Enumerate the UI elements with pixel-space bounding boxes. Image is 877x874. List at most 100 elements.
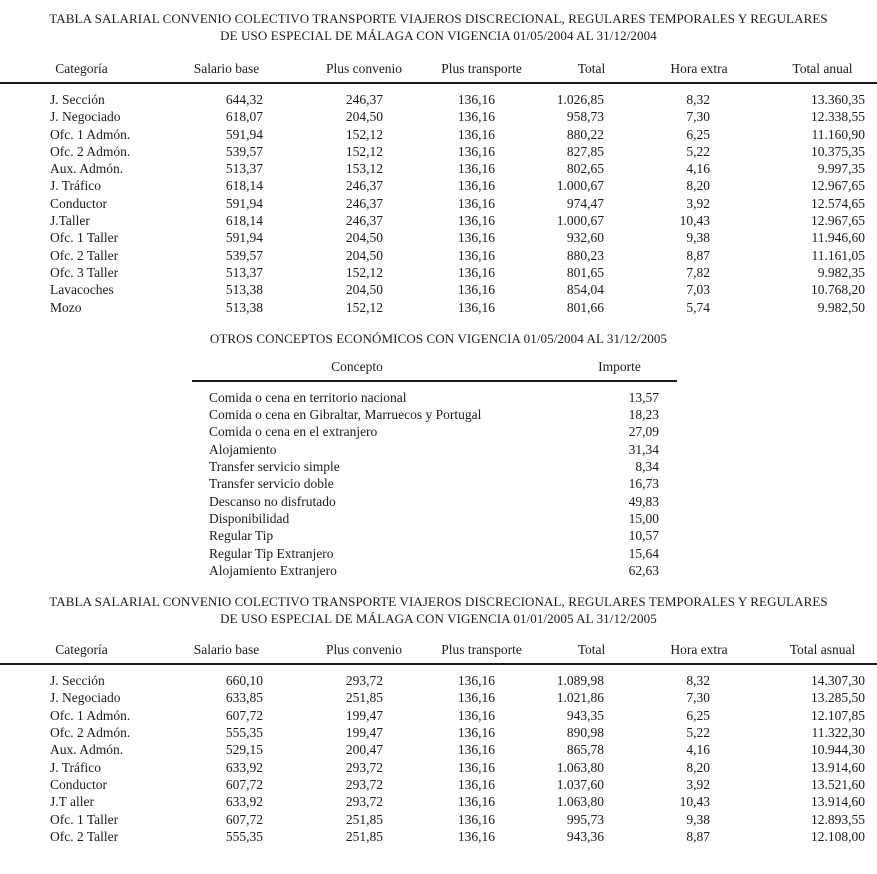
value-cell: 607,72 bbox=[225, 811, 263, 827]
value-cell: 1.063,80 bbox=[556, 794, 604, 810]
value-cell: 152,12 bbox=[345, 264, 383, 280]
table-row: J. Sección 660,10 293,72 136,16 1.089,98 8,32… bbox=[0, 664, 877, 689]
label-cell: Disponibilidad bbox=[209, 510, 290, 526]
label-cell: Descanso no disfrutado bbox=[209, 493, 336, 509]
value-cell: 854,04 bbox=[566, 282, 604, 298]
value-cell: 136,16 bbox=[457, 299, 495, 315]
value-cell: 152,12 bbox=[345, 299, 383, 315]
table-row: J. Negociado 633,85 251,85 136,16 1.021,86 7,… bbox=[0, 689, 877, 706]
value-cell: 62,63 bbox=[628, 562, 659, 578]
value-cell: 136,16 bbox=[457, 126, 495, 142]
table-row: J.T aller 633,92 293,72 136,16 1.063,80 10,43… bbox=[0, 793, 877, 810]
salary-table-2005-body: J. Sección 660,10 293,72 136,16 1.089,98 8,32… bbox=[0, 664, 877, 845]
value-cell: 8,32 bbox=[686, 92, 710, 107]
table1-title: TABLA SALARIAL CONVENIO COLECTIVO TRANSP… bbox=[0, 10, 877, 44]
value-cell: 607,72 bbox=[225, 707, 263, 723]
value-cell: 11.160,90 bbox=[811, 126, 866, 142]
document-page: TABLA SALARIAL CONVENIO COLECTIVO TRANSP… bbox=[0, 10, 877, 845]
value-cell: 10.375,35 bbox=[811, 143, 865, 159]
table1-title-line2: DE USO ESPECIAL DE MÁLAGA CON VIGENCIA 0… bbox=[220, 28, 657, 43]
value-cell: 555,35 bbox=[225, 725, 263, 741]
table-row: Lavacoches 513,38 204,50 136,16 854,04 7,03 10… bbox=[0, 281, 877, 298]
value-cell: 136,16 bbox=[457, 247, 495, 263]
label-cell: Aux. Admón. bbox=[50, 742, 124, 758]
otros-conceptos-body: Comida o cena en territorio nacional 13,5… bbox=[192, 381, 677, 579]
table-row: Comida o cena en el extranjero 27,09 bbox=[192, 423, 677, 440]
label-cell: Ofc. 2 Taller bbox=[50, 828, 119, 844]
value-cell: 827,85 bbox=[566, 143, 604, 159]
value-cell: 5,22 bbox=[686, 143, 710, 159]
label-cell: J. Tráfico bbox=[50, 178, 102, 194]
value-cell: 10,43 bbox=[679, 794, 710, 810]
salary-table-2004-body: J. Sección 644,32 246,37 136,16 1.026,85 8,32… bbox=[0, 83, 877, 316]
label-cell: J. Tráfico bbox=[50, 759, 102, 775]
value-cell: 555,35 bbox=[225, 828, 263, 844]
column-header: Total asnual bbox=[754, 633, 877, 666]
label-cell: Comida o cena en Gibraltar, Marruecos y … bbox=[209, 407, 482, 423]
value-cell: 618,07 bbox=[225, 109, 263, 125]
table-row: Aux. Admón. 529,15 200,47 136,16 865,78 4,16 1… bbox=[0, 741, 877, 758]
label-cell: J. Negociado bbox=[50, 109, 121, 125]
header-row: Categoría Salario base Plus convenio Plus t… bbox=[0, 52, 877, 84]
label-cell: Ofc. 1 Taller bbox=[50, 230, 119, 246]
label-cell: Aux. Admón. bbox=[50, 161, 124, 177]
label-cell: Transfer servicio simple bbox=[209, 459, 340, 475]
label-cell: Lavacoches bbox=[50, 282, 114, 298]
value-cell: 136,16 bbox=[457, 742, 495, 758]
value-cell: 8,32 bbox=[686, 673, 710, 689]
value-cell: 204,50 bbox=[345, 109, 383, 125]
value-cell: 9.997,35 bbox=[817, 161, 865, 177]
value-cell: 932,60 bbox=[566, 230, 604, 246]
value-cell: 136,16 bbox=[457, 725, 495, 741]
table-row: J. Tráfico 618,14 246,37 136,16 1.000,67 8,20… bbox=[0, 177, 877, 194]
value-cell: 9,38 bbox=[686, 811, 710, 827]
value-cell: 880,22 bbox=[566, 126, 604, 142]
value-cell: 513,37 bbox=[225, 161, 263, 177]
value-cell: 15,64 bbox=[628, 545, 659, 561]
table-row: Transfer servicio doble 16,73 bbox=[192, 475, 677, 492]
value-cell: 12.967,65 bbox=[811, 178, 865, 194]
value-cell: 591,94 bbox=[225, 195, 263, 211]
value-cell: 6,25 bbox=[686, 707, 710, 723]
value-cell: 204,50 bbox=[345, 247, 383, 263]
value-cell: 13.285,50 bbox=[811, 690, 865, 706]
value-cell: 618,14 bbox=[225, 178, 263, 194]
value-cell: 293,72 bbox=[345, 759, 383, 775]
value-cell: 16,73 bbox=[628, 476, 659, 492]
value-cell: 1.021,86 bbox=[556, 690, 604, 706]
value-cell: 49,83 bbox=[628, 493, 659, 509]
table-row: Ofc. 1 Taller 591,94 204,50 136,16 932,60 9,3… bbox=[0, 229, 877, 246]
otros-conceptos-title: OTROS CONCEPTOS ECONÓMICOS CON VIGENCIA … bbox=[209, 330, 668, 346]
table-row: Comida o cena en Gibraltar, Marruecos y … bbox=[192, 406, 677, 423]
table-row: Ofc. 2 Admón. 555,35 199,47 136,16 890,98 5,2… bbox=[0, 724, 877, 741]
label-cell: Regular Tip Extranjero bbox=[209, 545, 334, 561]
table2-title-line2: DE USO ESPECIAL DE MÁLAGA CON VIGENCIA 0… bbox=[220, 611, 657, 627]
column-header: Importe bbox=[562, 350, 677, 382]
value-cell: 591,94 bbox=[225, 126, 263, 142]
salary-table-2005-head: Categoría Salario base Plus convenio Plus t… bbox=[0, 633, 877, 666]
table-row: Ofc. 2 Taller 539,57 204,50 136,16 880,23 8,8… bbox=[0, 247, 877, 264]
table-row: Regular Tip Extranjero 15,64 bbox=[192, 545, 677, 562]
value-cell: 801,65 bbox=[566, 264, 604, 280]
label-cell: Ofc. 2 Admón. bbox=[50, 725, 131, 741]
label-cell: Comida o cena en el extranjero bbox=[209, 424, 378, 440]
value-cell: 251,85 bbox=[345, 690, 383, 706]
value-cell: 246,37 bbox=[345, 92, 383, 107]
value-cell: 6,25 bbox=[686, 126, 710, 142]
value-cell: 1.000,67 bbox=[556, 178, 604, 194]
column-header: Hora extra bbox=[644, 633, 754, 666]
column-header: Categoría bbox=[0, 52, 149, 84]
value-cell: 10,57 bbox=[628, 528, 659, 544]
column-header: Total bbox=[539, 52, 644, 84]
table-row: Mozo 513,38 152,12 136,16 801,66 5,74 9.982,50 bbox=[0, 299, 877, 316]
value-cell: 31,34 bbox=[628, 441, 659, 457]
value-cell: 204,50 bbox=[345, 230, 383, 246]
salary-table-2004-head: Categoría Salario base Plus convenio Plus t… bbox=[0, 52, 877, 84]
table-row: Ofc. 1 Admón. 591,94 152,12 136,16 880,22 6,2… bbox=[0, 126, 877, 143]
value-cell: 13,57 bbox=[628, 389, 659, 405]
table-row: J. Sección 644,32 246,37 136,16 1.026,85 8,32… bbox=[0, 83, 877, 108]
value-cell: 8,20 bbox=[686, 178, 710, 194]
value-cell: 136,16 bbox=[457, 109, 495, 125]
value-cell: 513,38 bbox=[225, 299, 263, 315]
header-row: Categoría Salario base Plus convenio Plus t… bbox=[0, 633, 877, 666]
